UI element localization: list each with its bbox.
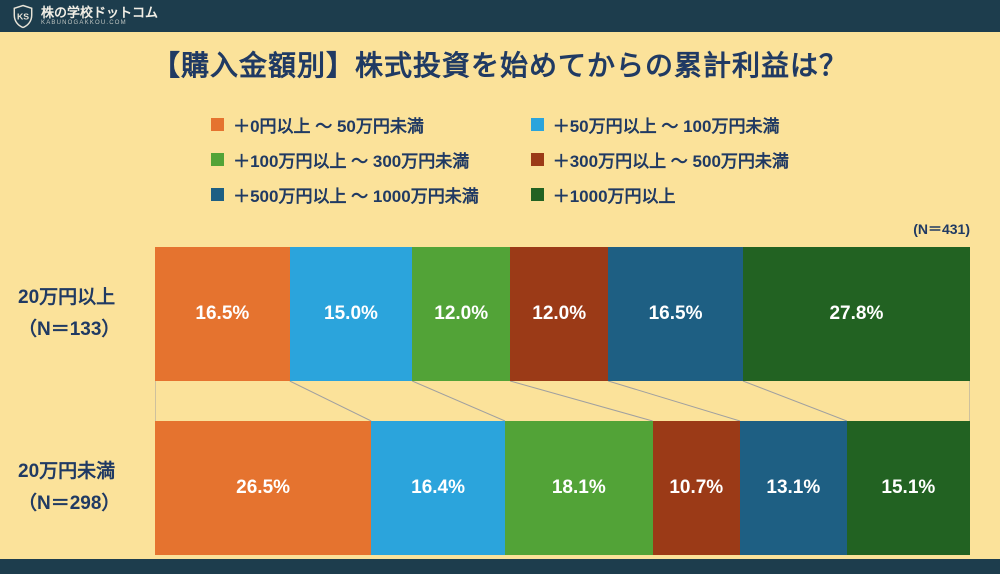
bar-segment: 26.5%	[155, 421, 372, 555]
bar-segment: 15.0%	[289, 247, 413, 381]
logo-text: 株の学校ドットコム KABUNOGAKKOU.COM	[41, 4, 159, 27]
logo-monogram: KS	[17, 11, 29, 21]
segment-value: 13.1%	[766, 477, 821, 498]
bar-segment: 16.5%	[155, 247, 290, 381]
legend-item: ＋1000万円以上	[530, 182, 789, 207]
segment-value: 16.5%	[195, 303, 250, 324]
segment-value: 27.8%	[829, 303, 884, 324]
bar-segment: 10.7%	[652, 421, 740, 555]
segment-value: 16.5%	[648, 303, 703, 324]
footer-bar	[0, 559, 1000, 574]
bar-segment: 18.1%	[504, 421, 653, 555]
segment-value: 12.0%	[532, 303, 587, 324]
legend-item: ＋50万円以上 ～ 100万円未満	[530, 112, 789, 137]
segment-value: 10.7%	[669, 477, 724, 498]
bar-segment: 12.0%	[510, 247, 609, 381]
segment-value: 18.1%	[551, 477, 606, 498]
category-sample-size: （N＝298）	[18, 493, 121, 514]
header-bar: KS 株の学校ドットコム KABUNOGAKKOU.COM	[0, 0, 1000, 32]
legend-swatch-icon	[211, 153, 225, 166]
category-label: 20万円以上 （N＝133）	[0, 247, 155, 381]
legend-swatch-icon	[530, 153, 544, 166]
page-title: 【購入金額別】株式投資を始めてからの累計利益は？	[151, 50, 848, 81]
category-name: 20万円以上	[18, 286, 116, 308]
stacked-bar: 16.5% 15.0% 12.0% 12.0% 16.5% 27.8%	[155, 247, 970, 381]
category-label: 20万円未満 （N＝298）	[0, 421, 155, 555]
legend-label: ＋50万円以上 ～ 100万円未満	[552, 117, 780, 136]
site-logo: KS 株の学校ドットコム KABUNOGAKKOU.COM	[12, 4, 158, 29]
bar-segment: 27.8%	[742, 247, 970, 381]
sample-size-note: (N＝431)	[913, 221, 970, 237]
legend-swatch-icon	[530, 118, 544, 131]
legend-label: ＋500万円以上 ～ 1000万円未満	[233, 187, 479, 206]
bar-segment: 16.4%	[371, 421, 505, 555]
legend-swatch-icon	[530, 188, 544, 201]
chart-row: 20万円以上 （N＝133） 16.5% 15.0% 12.0% 12.0% 16.5% 27…	[0, 247, 1000, 381]
bar-segment: 13.1%	[739, 421, 847, 555]
legend-item: ＋300万円以上 ～ 500万円未満	[530, 147, 789, 172]
segment-value: 15.0%	[324, 303, 378, 324]
legend-label: ＋0円以上 ～ 50万円未満	[233, 117, 424, 136]
legend-item: ＋0円以上 ～ 50万円未満	[211, 112, 479, 137]
segment-value: 15.1%	[881, 477, 936, 498]
legend-swatch-icon	[211, 118, 225, 131]
legend: ＋0円以上 ～ 50万円未満 ＋50万円以上 ～ 100万円未満 ＋100万円以上 …	[211, 112, 789, 207]
connector-spacer	[0, 381, 155, 421]
segment-value: 12.0%	[434, 303, 489, 324]
connector-gap	[0, 381, 1000, 421]
bar-segment: 15.1%	[846, 421, 970, 555]
category-name: 20万円未満	[18, 460, 116, 482]
legend-swatch-icon	[211, 188, 225, 201]
connector-lines	[155, 381, 970, 421]
legend-label: ＋300万円以上 ～ 500万円未満	[552, 152, 789, 171]
category-sample-size: （N＝133）	[18, 319, 121, 340]
connector-area	[155, 381, 970, 421]
legend-label: ＋1000万円以上	[552, 187, 676, 206]
segment-value: 26.5%	[236, 477, 291, 498]
legend-item: ＋100万円以上 ～ 300万円未満	[211, 147, 479, 172]
bar-segment: 12.0%	[412, 247, 511, 381]
bar-segment: 16.5%	[608, 247, 743, 381]
stacked-bar-chart: 20万円以上 （N＝133） 16.5% 15.0% 12.0% 12.0% 16.5% 27…	[0, 247, 1000, 555]
segment-value: 16.4%	[411, 477, 466, 498]
site-name: 株の学校ドットコム	[41, 4, 159, 20]
legend-item: ＋500万円以上 ～ 1000万円未満	[211, 182, 479, 207]
legend-label: ＋100万円以上 ～ 300万円未満	[233, 152, 470, 171]
chart-row: 20万円未満 （N＝298） 26.5% 16.4% 18.1% 10.7% 13.1% 15…	[0, 421, 1000, 555]
site-domain: KABUNOGAKKOU.COM	[41, 20, 127, 27]
shield-logo-icon: KS	[13, 4, 33, 28]
stacked-bar: 26.5% 16.4% 18.1% 10.7% 13.1% 15.1%	[155, 421, 970, 555]
